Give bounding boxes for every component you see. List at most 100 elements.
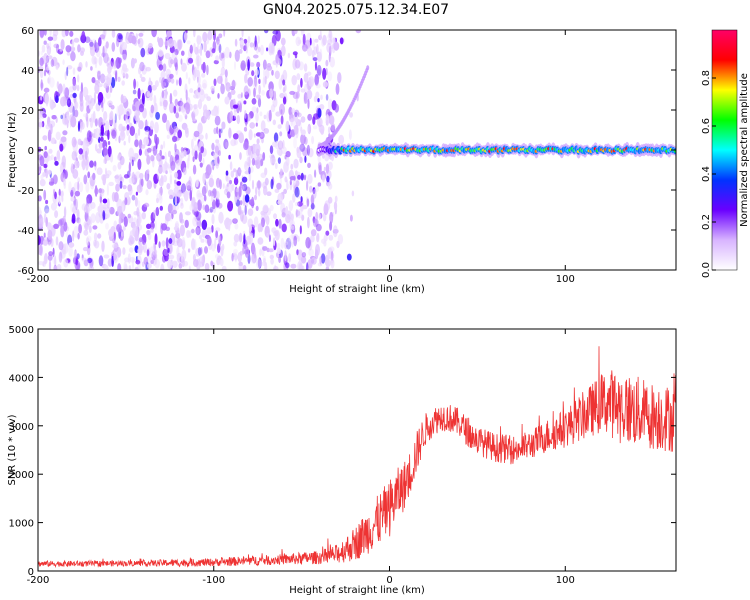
heatmap-noise-cell [263, 67, 266, 79]
heatmap-noise-cell [123, 140, 126, 146]
heatmap-noise-cell [260, 158, 264, 167]
heatmap-noise-cell [133, 217, 137, 224]
heatmap-noise-cell [157, 49, 164, 57]
heatmap-noise-cell [162, 82, 166, 87]
heatmap-noise-cell [146, 169, 150, 174]
snr-y-axis-label: SNR (10 * v/v) [7, 414, 18, 485]
heatmap-noise-cell [229, 161, 233, 171]
heatmap-noise-cell [285, 213, 291, 224]
heatmap-noise-cell [102, 198, 108, 204]
heatmap-noise-cell [296, 73, 301, 81]
heatmap-noise-cell [84, 150, 88, 161]
heatmap-noise-cell [94, 118, 98, 127]
heatmap-noise-cell [259, 111, 263, 117]
heatmap-noise-cell [302, 147, 309, 157]
heatmap-noise-cell [83, 174, 88, 185]
heatmap-noise-cell [174, 171, 179, 179]
heatmap-noise-cell [199, 162, 203, 168]
heatmap-noise-cell [295, 36, 301, 47]
heatmap-noise-cell [90, 179, 95, 190]
heatmap-noise-cell [211, 48, 216, 54]
heatmap-noise-cell [124, 197, 128, 206]
heatmap-noise-cell [268, 248, 274, 253]
heatmap-noise-cell [284, 176, 288, 183]
heatmap-noise-cell [178, 263, 183, 269]
colorbar-tick-label: 0.4 [701, 166, 712, 182]
heatmap-noise-cell [242, 246, 245, 255]
heatmap-noise-cell [319, 256, 322, 265]
heatmap-noise-cell [201, 219, 208, 230]
heatmap-noise-cell [294, 202, 300, 207]
heatmap-noise-cell [234, 49, 240, 62]
heatmap-noise-cell [125, 108, 132, 117]
heatmap-noise-cell [181, 236, 186, 247]
heatmap-noise-cell [327, 126, 331, 134]
heatmap-noise-cell [285, 206, 289, 216]
heatmap-x-tick-label: -100 [202, 274, 225, 285]
heatmap-noise-cell [98, 37, 102, 47]
heatmap-noise-cell [82, 86, 89, 98]
heatmap-noise-cell [45, 168, 49, 179]
heatmap-noise-cell [111, 129, 117, 139]
heatmap-noise-cell [72, 164, 75, 170]
heatmap-noise-cell [64, 87, 70, 98]
heatmap-noise-cell [277, 200, 283, 205]
heatmap-noise-cell [316, 44, 319, 55]
heatmap-noise-cell [143, 256, 148, 266]
heatmap-noise-cell [211, 243, 216, 252]
heatmap-noise-cell [220, 67, 226, 76]
heatmap-noise-cell [214, 145, 219, 154]
heatmap-noise-cell [282, 86, 286, 93]
heatmap-noise-cell [307, 126, 310, 133]
heatmap-noise-cell [149, 255, 155, 265]
heatmap-noise-cell [273, 213, 277, 220]
heatmap-noise-cell [274, 162, 278, 169]
heatmap-noise-cell [154, 233, 158, 245]
heatmap-noise-cell [48, 75, 51, 85]
heatmap-noise-cell [54, 255, 57, 268]
heatmap-noise-cell [296, 112, 302, 118]
heatmap-noise-cell [248, 199, 255, 206]
heatmap-noise-cell [255, 122, 258, 127]
heatmap-noise-cell [105, 222, 109, 230]
heatmap-noise-cell [123, 174, 130, 179]
heatmap-noise-cell [42, 135, 48, 141]
heatmap-noise-cell [288, 253, 291, 263]
heatmap-noise-cell [276, 182, 282, 190]
heatmap-noise-cell [184, 32, 188, 41]
snr-y-tick-label: 3000 [9, 422, 34, 433]
heatmap-noise-cell [218, 150, 222, 157]
heatmap-noise-cell [116, 105, 120, 117]
heatmap-noise-cell [254, 194, 257, 201]
heatmap-noise-cell [254, 75, 257, 87]
heatmap-noise-cell [287, 184, 290, 190]
heatmap-noise-cell [188, 230, 192, 238]
heatmap-noise-cell [316, 64, 322, 76]
snr-x-tick-label: -100 [202, 575, 225, 586]
heatmap-noise-cell [128, 147, 135, 160]
heatmap-noise-cell [314, 61, 318, 71]
heatmap-noise-cell [71, 39, 75, 48]
heatmap-noise-cell [39, 166, 42, 172]
heatmap-noise-cell [299, 143, 306, 152]
heatmap-noise-cell [201, 79, 208, 90]
snr-x-tick-label: 0 [386, 575, 392, 586]
heatmap-noise-cell [69, 30, 74, 37]
heatmap-noise-cell [281, 223, 287, 233]
heatmap-noise-cell [74, 150, 78, 157]
heatmap-noise-cell [77, 181, 80, 192]
heatmap-noise-cell [70, 203, 74, 212]
heatmap-noise-cell [208, 30, 212, 39]
heatmap-noise-cell [135, 259, 141, 265]
heatmap-noise-cell [178, 77, 182, 87]
heatmap-noise-cell [74, 249, 77, 259]
heatmap-noise-cell [238, 261, 243, 267]
heatmap-noise-cell [102, 210, 106, 221]
heatmap-noise-cell [127, 213, 131, 219]
heatmap-noise-cell [104, 157, 107, 164]
heatmap-noise-cell [109, 115, 114, 126]
heatmap-noise-cell [211, 199, 216, 210]
heatmap-noise-cell [125, 113, 129, 124]
heatmap-noise-cell [314, 74, 320, 86]
heatmap-noise-cell [58, 218, 65, 226]
